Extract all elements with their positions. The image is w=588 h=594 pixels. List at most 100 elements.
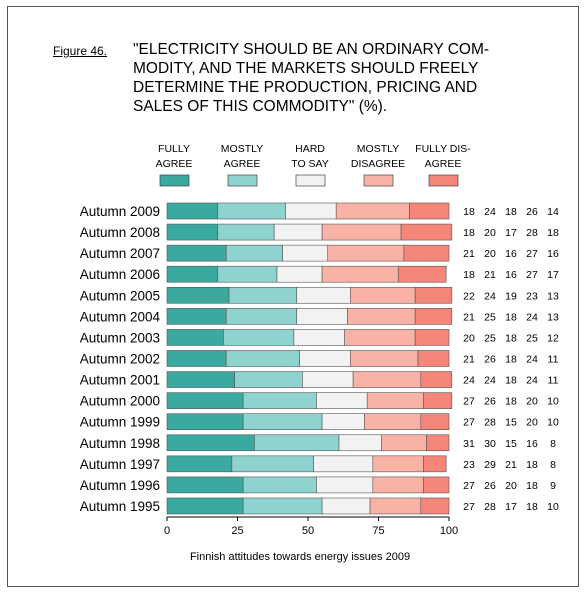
- data-label: 18: [526, 501, 538, 513]
- bar-segment: [403, 244, 450, 262]
- data-label: 27: [526, 269, 538, 281]
- data-label: 16: [547, 248, 559, 260]
- data-label: 24: [484, 206, 496, 218]
- bar-row: [166, 244, 450, 262]
- category-label: Autumn 2007: [80, 246, 160, 261]
- category-label: Autumn 2005: [80, 288, 160, 303]
- bar-segment: [228, 286, 298, 304]
- data-label: 21: [505, 459, 517, 471]
- bar-segment: [349, 350, 419, 367]
- source-note: Finnish attitudes towards energy issues …: [190, 551, 410, 563]
- data-label: 24: [526, 353, 538, 365]
- bar-segment: [426, 434, 450, 452]
- data-label: 18: [505, 332, 517, 344]
- legend-label: DISAGREE: [351, 158, 405, 170]
- data-label: 24: [484, 375, 496, 387]
- bar-segment: [344, 329, 416, 346]
- x-tick-label: 75: [372, 525, 384, 537]
- data-label: 21: [463, 353, 475, 365]
- data-label: 16: [526, 438, 538, 450]
- legend-item: FULLY DIS- AGREE: [415, 143, 471, 187]
- bar-segment: [338, 434, 382, 452]
- bar-segment: [231, 455, 314, 473]
- category-label: Autumn 2002: [80, 351, 160, 366]
- bar-segment: [420, 413, 450, 431]
- bar-segment: [225, 244, 283, 262]
- bar-segment: [296, 308, 348, 325]
- bar-segment: [234, 371, 303, 388]
- bar-segment: [166, 455, 233, 473]
- legend-swatch: [227, 174, 258, 187]
- bar-segment: [321, 265, 399, 283]
- chart-title-line: SALES OF THIS COMMODITY" (%).: [133, 98, 388, 115]
- data-label: 21: [463, 248, 475, 260]
- category-label: Autumn 2000: [80, 394, 160, 409]
- data-label: 24: [526, 375, 538, 387]
- data-label: 20: [526, 396, 538, 408]
- data-label: 25: [484, 311, 496, 323]
- category-label: Autumn 2006: [80, 267, 160, 282]
- legend-label: AGREE: [224, 158, 261, 170]
- data-label: 30: [484, 438, 496, 450]
- data-label: 27: [463, 480, 475, 492]
- data-label: 8: [550, 459, 556, 471]
- bar-segment: [423, 392, 453, 409]
- data-label: 25: [484, 332, 496, 344]
- chart-title: "ELECTRICITY SHOULD BE AN ORDINARY COM- …: [133, 40, 543, 116]
- data-label: 18: [526, 480, 538, 492]
- bar-segment: [316, 392, 368, 409]
- data-label: 27: [463, 417, 475, 429]
- data-label: 15: [505, 417, 517, 429]
- bar-segment: [335, 202, 410, 220]
- category-label: Autumn 2001: [80, 373, 160, 388]
- data-label: 24: [484, 290, 496, 302]
- bar-segment: [254, 434, 340, 452]
- value-labels: 18 24 18 26 14 18 20 17 28 18 21 20 16 27 16 18 21 16 27 17…: [463, 206, 559, 513]
- data-label: 11: [548, 353, 559, 365]
- legend-label: FULLY: [158, 143, 190, 155]
- x-tick-label: 100: [440, 525, 458, 537]
- bar-row: [166, 392, 453, 409]
- bar-area: [166, 202, 453, 515]
- data-label: 18: [463, 227, 475, 239]
- legend-item: MOSTLY AGREE: [221, 143, 263, 187]
- data-label: 13: [547, 290, 559, 302]
- data-label: 28: [484, 417, 496, 429]
- category-label: Autumn 1999: [80, 415, 160, 430]
- bar-segment: [166, 308, 227, 325]
- bar-segment: [414, 329, 450, 346]
- bar-segment: [225, 308, 298, 325]
- bar-segment: [166, 413, 244, 431]
- bar-segment: [414, 308, 453, 325]
- bar-row: [166, 308, 453, 325]
- bar-segment: [217, 202, 286, 220]
- bar-segment: [299, 350, 351, 367]
- data-label: 16: [505, 248, 517, 260]
- bar-row: [166, 434, 450, 452]
- data-label: 24: [526, 311, 538, 323]
- bar-row: [166, 371, 453, 388]
- bar-segment: [242, 497, 323, 515]
- bar-segment: [420, 371, 453, 388]
- legend-swatch: [295, 174, 326, 187]
- bar-segment: [321, 413, 365, 431]
- data-label: 18: [505, 396, 517, 408]
- bar-segment: [414, 286, 453, 304]
- bar-segment: [225, 350, 300, 367]
- bar-row: [166, 265, 447, 283]
- bar-segment: [166, 392, 244, 409]
- data-label: 18: [505, 311, 517, 323]
- data-label: 18: [463, 269, 475, 281]
- data-label: 15: [505, 438, 517, 450]
- data-label: 20: [505, 480, 517, 492]
- x-tick-label: 0: [164, 525, 170, 537]
- category-label: Autumn 1995: [80, 499, 160, 514]
- data-label: 17: [547, 269, 559, 281]
- bar-row: [166, 286, 453, 304]
- legend-swatch: [428, 174, 459, 187]
- bar-segment: [423, 455, 447, 473]
- bar-segment: [166, 286, 230, 304]
- data-label: 18: [463, 206, 475, 218]
- bar-segment: [166, 202, 219, 220]
- category-label: Autumn 1996: [80, 478, 160, 493]
